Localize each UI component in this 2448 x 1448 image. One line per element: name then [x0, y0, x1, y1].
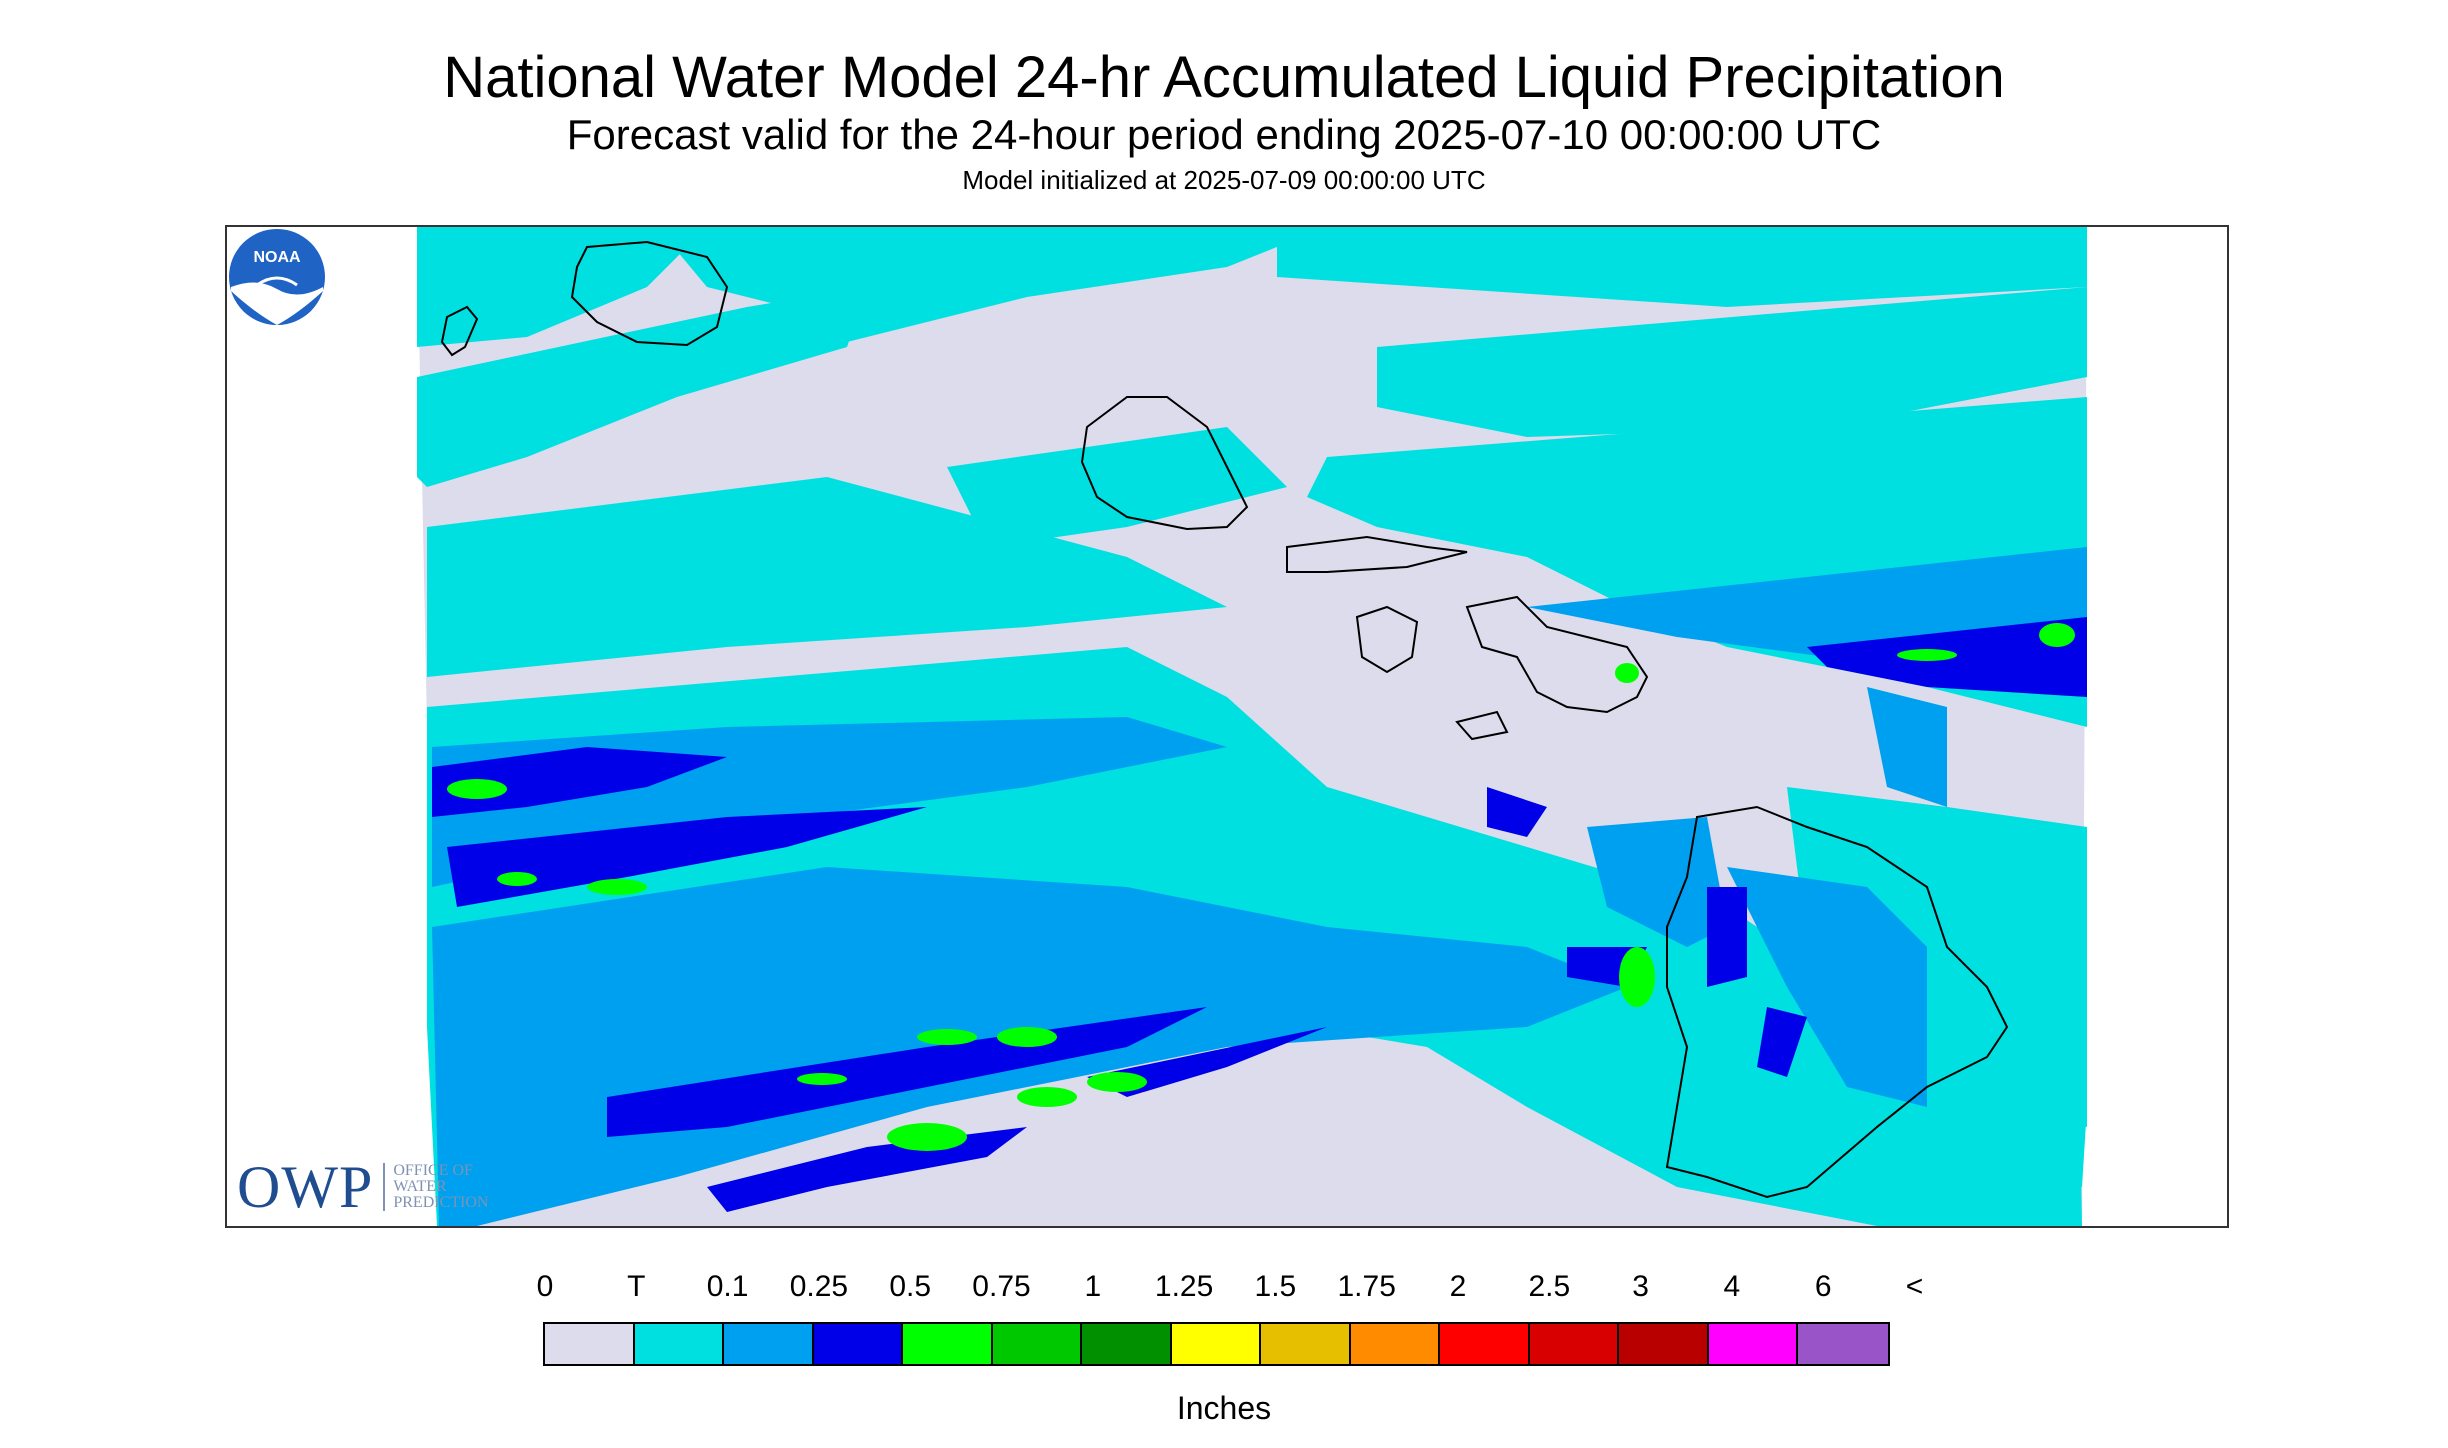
legend-tick-label: 0.5: [889, 1270, 932, 1303]
island-oahu: [1080, 396, 1249, 531]
owp-line-1: OFFICE OF: [393, 1162, 473, 1179]
legend-tick-label: 6: [1814, 1270, 1832, 1303]
island-lanai: [1355, 605, 1419, 674]
legend-swatch: [1171, 1324, 1261, 1364]
noaa-logo-text: NOAA: [253, 249, 301, 266]
legend-tick-label: 1.25: [1154, 1270, 1214, 1303]
legend-tick-label: 1: [1084, 1270, 1102, 1303]
legend-tick-label: 0.1: [706, 1270, 749, 1303]
legend-tick-label: 2.5: [1528, 1270, 1571, 1303]
legend-tick-label: 0: [536, 1270, 554, 1303]
island-maui: [1465, 595, 1649, 714]
legend-tick-label: 4: [1723, 1270, 1741, 1303]
owp-mark: OWP: [237, 1153, 374, 1220]
precip-0-25-bands: [432, 617, 2087, 1212]
legend-tick-label: <: [1905, 1270, 1924, 1303]
legend-swatch: [1619, 1324, 1709, 1364]
owp-line-3: PREDICTION: [393, 1194, 489, 1211]
island-kahoolawe: [1455, 710, 1509, 741]
legend-tick-label: 1.5: [1254, 1270, 1297, 1303]
legend-swatch: [1440, 1324, 1530, 1364]
island-outlines: [440, 240, 2009, 1199]
legend-swatch: [634, 1324, 724, 1364]
legend-labels: 0 T 0.1 0.25 0.5 0.75 1 1.25 1.5 1.75 2 2.5 3 4 6 <: [0, 1270, 2448, 1310]
legend-swatch: [1798, 1324, 1888, 1364]
island-hawaii: [1665, 805, 2009, 1199]
legend-tick-label: T: [627, 1270, 646, 1303]
legend-colorbar: [543, 1322, 1890, 1366]
owp-line-2: WATER: [393, 1178, 447, 1195]
map-title: National Water Model 24-hr Accumulated L…: [443, 45, 2005, 110]
island-niihau: [440, 305, 479, 357]
forecast-valid-subtitle: Forecast valid for the 24-hour period en…: [566, 111, 1882, 158]
precip-0-5-spots: [447, 623, 2075, 1151]
legend-swatch: [813, 1324, 903, 1364]
noaa-logo: NOAA: [229, 229, 325, 325]
legend-swatch: [992, 1324, 1082, 1364]
legend-swatch: [1529, 1324, 1619, 1364]
legend-swatch: [903, 1324, 993, 1364]
legend-tick-label: 0.75: [972, 1270, 1031, 1303]
legend-swatch: [545, 1324, 635, 1364]
legend-swatch: [1350, 1324, 1440, 1364]
island-kauai: [570, 240, 729, 347]
map-canvas: [227, 227, 2227, 1226]
legend-tick-label: 3: [1632, 1270, 1649, 1303]
precipitation-map: OWP OFFICE OF WATER PREDICTION NOAA: [225, 225, 2229, 1228]
legend-swatch: [1082, 1324, 1172, 1364]
legend-tick-label: 0.25: [789, 1270, 849, 1303]
owp-wordmark: OFFICE OF WATER PREDICTION: [383, 1163, 488, 1211]
island-molokai: [1286, 535, 1468, 573]
legend-tick-label: 1.75: [1337, 1270, 1396, 1303]
legend-swatch: [1261, 1324, 1351, 1364]
legend-tick-label: 2: [1449, 1270, 1467, 1303]
owp-logo: OWP OFFICE OF WATER PREDICTION: [237, 1154, 488, 1220]
model-init-line: Model initialized at 2025-07-09 00:00:00…: [962, 165, 1486, 195]
legend-swatch: [724, 1324, 814, 1364]
legend-swatch: [1708, 1324, 1798, 1364]
legend-units: Inches: [1176, 1390, 1272, 1426]
